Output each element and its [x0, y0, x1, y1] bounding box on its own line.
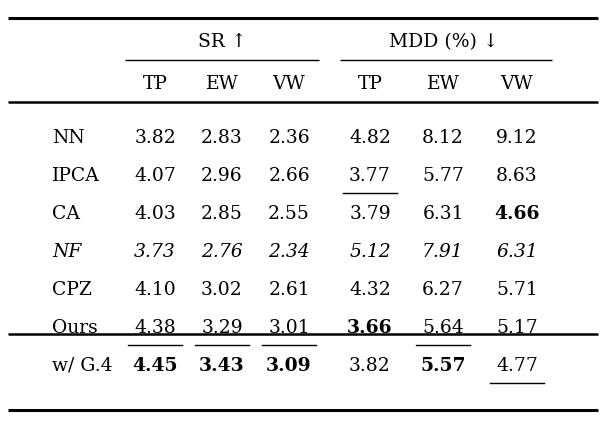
- Text: 2.96: 2.96: [201, 167, 243, 185]
- Text: 3.43: 3.43: [199, 357, 245, 375]
- Text: 4.45: 4.45: [132, 357, 178, 375]
- Text: 2.61: 2.61: [268, 281, 310, 299]
- Text: 2.76: 2.76: [201, 243, 243, 261]
- Text: 3.73: 3.73: [134, 243, 176, 261]
- Text: 3.77: 3.77: [349, 167, 391, 185]
- Text: 3.66: 3.66: [347, 319, 393, 337]
- Text: 2.36: 2.36: [268, 129, 310, 147]
- Text: TP: TP: [358, 75, 382, 93]
- Text: 2.55: 2.55: [268, 205, 310, 223]
- Text: IPCA: IPCA: [52, 167, 100, 185]
- Text: 5.77: 5.77: [422, 167, 464, 185]
- Text: 3.82: 3.82: [349, 357, 391, 375]
- Text: TP: TP: [142, 75, 167, 93]
- Text: 3.01: 3.01: [268, 319, 310, 337]
- Text: 9.12: 9.12: [496, 129, 538, 147]
- Text: NF: NF: [52, 243, 81, 261]
- Text: VW: VW: [501, 75, 533, 93]
- Text: NN: NN: [52, 129, 85, 147]
- Text: VW: VW: [273, 75, 305, 93]
- Text: 4.10: 4.10: [134, 281, 176, 299]
- Text: 6.31: 6.31: [422, 205, 464, 223]
- Text: 4.32: 4.32: [349, 281, 391, 299]
- Text: 7.91: 7.91: [422, 243, 464, 261]
- Text: 4.82: 4.82: [349, 129, 391, 147]
- Text: 8.12: 8.12: [422, 129, 464, 147]
- Text: MDD (%) ↓: MDD (%) ↓: [388, 33, 498, 51]
- Text: CPZ: CPZ: [52, 281, 92, 299]
- Text: 5.12: 5.12: [349, 243, 391, 261]
- Text: 6.27: 6.27: [422, 281, 464, 299]
- Text: 5.64: 5.64: [422, 319, 464, 337]
- Text: 4.38: 4.38: [134, 319, 176, 337]
- Text: 2.66: 2.66: [268, 167, 310, 185]
- Text: 4.03: 4.03: [134, 205, 176, 223]
- Text: w/ G.4: w/ G.4: [52, 357, 113, 375]
- Text: 4.77: 4.77: [496, 357, 538, 375]
- Text: 3.79: 3.79: [349, 205, 391, 223]
- Text: 2.34: 2.34: [268, 243, 310, 261]
- Text: 6.31: 6.31: [496, 243, 538, 261]
- Text: EW: EW: [205, 75, 238, 93]
- Text: 2.85: 2.85: [201, 205, 243, 223]
- Text: SR ↑: SR ↑: [198, 33, 247, 51]
- Text: 3.82: 3.82: [134, 129, 176, 147]
- Text: 2.83: 2.83: [201, 129, 243, 147]
- Text: 4.07: 4.07: [134, 167, 176, 185]
- Text: 3.09: 3.09: [266, 357, 312, 375]
- Text: EW: EW: [427, 75, 459, 93]
- Text: 5.17: 5.17: [496, 319, 538, 337]
- Text: 5.57: 5.57: [420, 357, 466, 375]
- Text: CA: CA: [52, 205, 80, 223]
- Text: 3.02: 3.02: [201, 281, 243, 299]
- Text: 8.63: 8.63: [496, 167, 538, 185]
- Text: 5.71: 5.71: [496, 281, 538, 299]
- Text: Ours: Ours: [52, 319, 98, 337]
- Text: 4.66: 4.66: [494, 205, 540, 223]
- Text: 3.29: 3.29: [201, 319, 243, 337]
